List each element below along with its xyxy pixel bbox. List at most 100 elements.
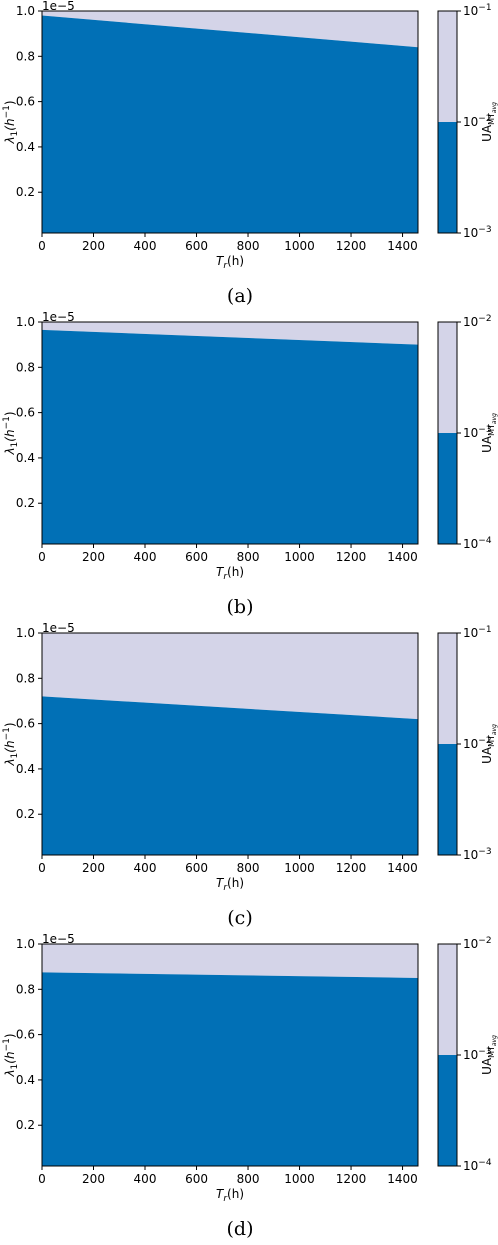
- colorbar-tick-label: 10−2: [463, 936, 492, 951]
- colorbar-lower: [438, 744, 457, 855]
- y-tick-label: 0.8: [16, 671, 35, 685]
- axes-frame: [41, 943, 419, 1167]
- colorbar-label: UAMTavg: [480, 413, 498, 453]
- colorbar-tick-label: 10−2: [463, 114, 492, 129]
- colorbar-upper: [438, 633, 457, 744]
- x-tick-label: 1400: [387, 861, 418, 875]
- axes-frame: [41, 632, 419, 856]
- colorbar-tick-label: 10−1: [463, 625, 492, 640]
- x-tick-label: 400: [134, 1172, 157, 1186]
- x-axis-label: Tr(h): [216, 1187, 244, 1204]
- y-tick-label: 0.6: [16, 95, 35, 109]
- x-tick-label: 200: [82, 239, 105, 253]
- x-tick-label: 600: [185, 550, 208, 564]
- x-tick-label: 400: [134, 861, 157, 875]
- lower-region: [42, 329, 418, 544]
- y-tick-label: 0.8: [16, 49, 35, 63]
- y-axis-label: λ1(h−1): [2, 100, 20, 144]
- x-tick-label: 400: [134, 550, 157, 564]
- chart-panel-1: 0 200 400 600 800 1000 1200 1400 0.2 0.4 0.6 0.8 1.0…: [2, 0, 498, 307]
- x-tick-label: 1000: [284, 861, 315, 875]
- y-tick-label: 0.6: [16, 717, 35, 731]
- y-axis-label: λ1(h−1): [2, 1033, 20, 1077]
- y-tick-label: 1.0: [16, 315, 35, 329]
- y-tick-label: 1.0: [16, 937, 35, 951]
- x-tick-label: 1400: [387, 239, 418, 253]
- y-tick-label: 0.4: [16, 140, 35, 154]
- y-tick-label: 0.4: [16, 451, 35, 465]
- y-tick-label: 1.0: [16, 4, 35, 18]
- colorbar-upper: [438, 11, 457, 122]
- colorbar-lower: [438, 122, 457, 233]
- colorbar-tick-label: 10−3: [463, 225, 492, 240]
- x-tick-label: 600: [185, 861, 208, 875]
- x-tick-label: 1000: [284, 1172, 315, 1186]
- axes-frame: [41, 321, 419, 545]
- x-tick-label: 800: [237, 861, 260, 875]
- colorbar-tick-label: 10−2: [463, 314, 492, 329]
- chart-panel-4: 0 200 400 600 800 1000 1200 1400 0.2 0.4 0.6 0.8 1.0…: [2, 932, 498, 1240]
- y-tick-label: 0.8: [16, 982, 35, 996]
- colorbar-tick-label: 10−4: [463, 1158, 492, 1173]
- x-tick-label: 1200: [336, 550, 367, 564]
- colorbar-tick-label: 10−3: [463, 1047, 492, 1062]
- x-axis-label: Tr(h): [216, 254, 244, 271]
- x-tick-label: 200: [82, 1172, 105, 1186]
- panel-caption: (a): [227, 285, 253, 307]
- x-tick-label: 1400: [387, 550, 418, 564]
- y-axis-label: λ1(h−1): [2, 411, 20, 455]
- colorbar-upper: [438, 322, 457, 433]
- colorbar-tick-label: 10−1: [463, 3, 492, 18]
- lower-region: [42, 972, 418, 1166]
- upper-region: [42, 322, 418, 345]
- lower-region: [42, 15, 418, 234]
- x-tick-label: 0: [38, 239, 46, 253]
- x-tick-label: 400: [134, 239, 157, 253]
- y-tick-label: 1.0: [16, 626, 35, 640]
- x-tick-label: 200: [82, 861, 105, 875]
- x-tick-label: 1200: [336, 239, 367, 253]
- colorbar-upper: [438, 944, 457, 1055]
- y-tick-label: 0.4: [16, 762, 35, 776]
- panel-caption: (d): [227, 1218, 254, 1240]
- colorbar-tick-label: 10−3: [463, 847, 492, 862]
- x-tick-label: 1000: [284, 550, 315, 564]
- colorbar-lower: [438, 433, 457, 544]
- upper-region: [42, 11, 418, 48]
- x-tick-label: 0: [38, 550, 46, 564]
- lower-region: [42, 696, 418, 855]
- x-tick-label: 600: [185, 1172, 208, 1186]
- upper-region: [42, 633, 418, 720]
- colorbar-lower: [438, 1055, 457, 1166]
- y-exponent-label: 1e−5: [42, 621, 75, 635]
- colorbar-tick-label: 10−2: [463, 736, 492, 751]
- x-tick-label: 1000: [284, 239, 315, 253]
- y-tick-label: 0.2: [16, 1118, 35, 1132]
- chart-panel-2: 0 200 400 600 800 1000 1200 1400 0.2 0.4 0.6 0.8 1.0…: [2, 310, 498, 618]
- x-tick-label: 600: [185, 239, 208, 253]
- upper-region: [42, 944, 418, 978]
- y-tick-label: 0.2: [16, 807, 35, 821]
- x-tick-label: 1200: [336, 861, 367, 875]
- x-tick-label: 800: [237, 1172, 260, 1186]
- axes-frame: [41, 10, 419, 234]
- y-tick-label: 0.4: [16, 1073, 35, 1087]
- y-exponent-label: 1e−5: [42, 932, 75, 946]
- x-tick-label: 800: [237, 239, 260, 253]
- y-tick-label: 0.2: [16, 185, 35, 199]
- y-exponent-label: 1e−5: [42, 310, 75, 324]
- y-tick-label: 0.2: [16, 496, 35, 510]
- colorbar-tick-label: 10−3: [463, 425, 492, 440]
- colorbar-tick-label: 10−4: [463, 536, 492, 551]
- x-axis-label: Tr(h): [216, 876, 244, 893]
- y-tick-label: 0.6: [16, 1028, 35, 1042]
- colorbar-label: UAMTavg: [480, 724, 498, 764]
- x-tick-label: 0: [38, 861, 46, 875]
- y-tick-label: 0.6: [16, 406, 35, 420]
- y-exponent-label: 1e−5: [42, 0, 75, 13]
- x-tick-label: 1200: [336, 1172, 367, 1186]
- x-tick-label: 200: [82, 550, 105, 564]
- x-tick-label: 800: [237, 550, 260, 564]
- panel-caption: (b): [227, 596, 254, 618]
